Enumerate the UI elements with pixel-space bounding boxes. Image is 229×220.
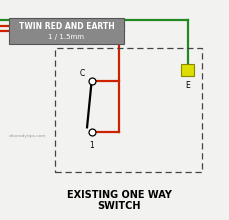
Text: C: C bbox=[80, 69, 85, 78]
Text: 1: 1 bbox=[89, 141, 94, 150]
Text: daveodytips.com: daveodytips.com bbox=[9, 134, 46, 138]
FancyBboxPatch shape bbox=[9, 18, 124, 44]
Text: 1 / 1.5mm: 1 / 1.5mm bbox=[48, 34, 85, 40]
Text: SWITCH: SWITCH bbox=[97, 201, 141, 211]
Bar bbox=[181, 64, 194, 76]
Bar bbox=[55, 48, 202, 172]
Text: EXISTING ONE WAY: EXISTING ONE WAY bbox=[67, 190, 172, 200]
Text: E: E bbox=[185, 81, 190, 90]
Text: TWIN RED AND EARTH: TWIN RED AND EARTH bbox=[19, 22, 114, 31]
